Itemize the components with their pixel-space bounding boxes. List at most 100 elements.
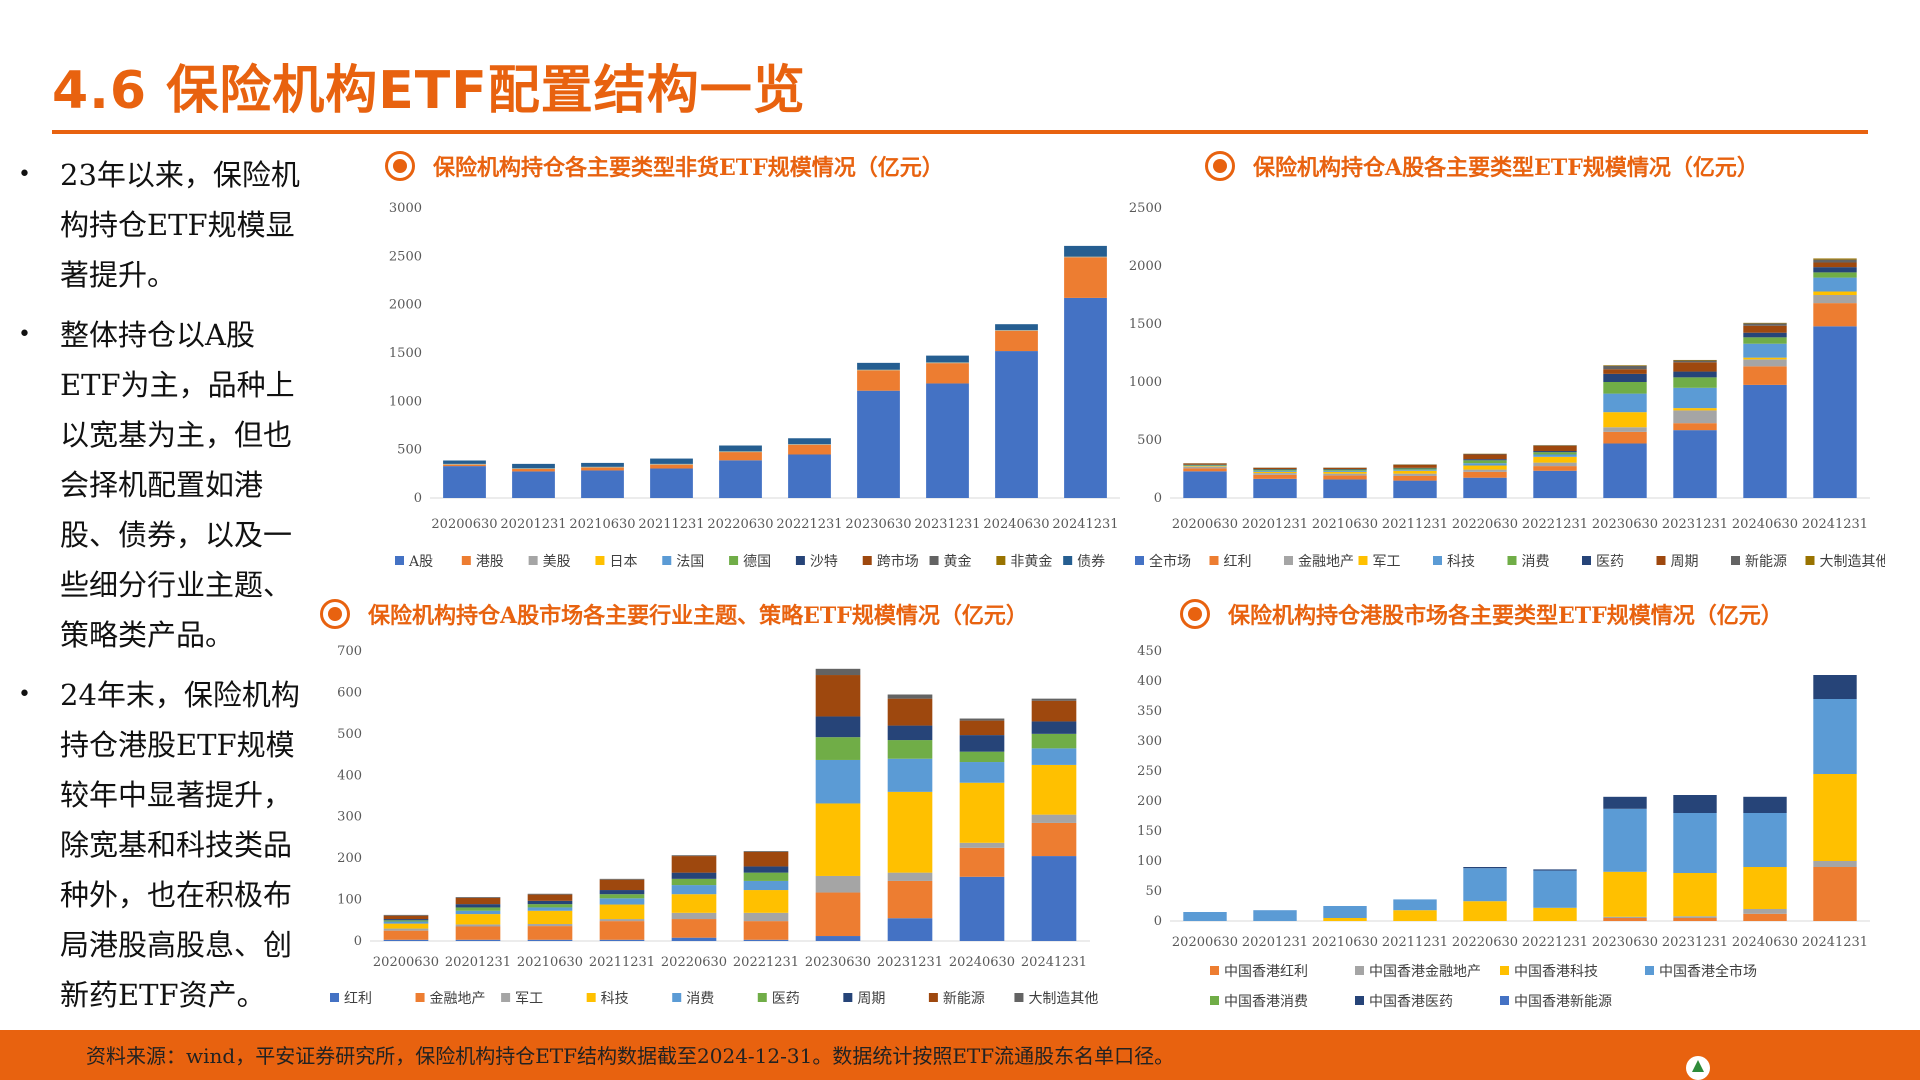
bar-segment xyxy=(599,921,645,940)
bar-segment xyxy=(599,939,645,941)
bar-segment xyxy=(788,454,831,498)
bar-segment xyxy=(719,460,762,498)
footer-bar: 资料来源：wind，平安证券研究所，保险机构持仓ETF结构数据截至2024-12… xyxy=(0,1030,1920,1080)
bar-segment xyxy=(1603,427,1647,432)
bar-segment xyxy=(1323,467,1367,469)
bar-segment xyxy=(857,390,900,498)
chart-header: 保险机构持仓港股市场各主要类型ETF规模情况（亿元） xyxy=(1180,596,1783,632)
bullet-item: • 24年末，保险机构持仓港股ETF规模较年中显著提升，除宽基和科技类品种外，也… xyxy=(8,670,308,1020)
legend-swatch xyxy=(1209,556,1219,565)
bar-segment xyxy=(887,698,933,726)
bar-segment xyxy=(383,930,429,940)
page-title: 4.6 保险机构ETF配置结构一览 xyxy=(52,61,806,121)
x-tick-label: 20230630 xyxy=(1592,935,1658,950)
legend-swatch xyxy=(1355,996,1364,1005)
legend-swatch xyxy=(586,993,596,1002)
bar-segment xyxy=(599,898,645,905)
legend-label: 金融地产 xyxy=(430,991,486,1007)
bar-segment xyxy=(527,900,573,905)
y-tick-label: 2500 xyxy=(389,249,422,264)
bar-segment xyxy=(1673,410,1717,424)
x-tick-label: 20221231 xyxy=(1522,517,1588,532)
bar-segment xyxy=(1183,466,1227,469)
bar-segment xyxy=(959,762,1005,783)
bar-segment xyxy=(788,438,831,445)
bar-segment xyxy=(1813,272,1857,278)
bar-segment xyxy=(1813,774,1857,861)
bar-segment xyxy=(1743,357,1787,360)
bar-segment xyxy=(1603,369,1647,374)
bar-segment xyxy=(887,740,933,759)
bar-segment xyxy=(1603,412,1647,428)
bar-segment xyxy=(1813,326,1857,498)
bar-segment xyxy=(1743,343,1787,358)
bar-segment xyxy=(1673,918,1717,921)
legend-swatch xyxy=(757,993,767,1002)
bar-segment xyxy=(1031,748,1077,765)
bar-segment xyxy=(1393,899,1437,911)
bar-segment xyxy=(1743,325,1787,333)
y-tick-label: 500 xyxy=(397,443,422,458)
title-divider xyxy=(52,130,1868,134)
bullet-dot-icon: • xyxy=(18,682,31,707)
bar-segment xyxy=(599,879,645,891)
y-tick-label: 200 xyxy=(1137,794,1162,809)
x-tick-label: 20200630 xyxy=(1172,935,1238,950)
bar-segment xyxy=(671,894,717,913)
bar-segment xyxy=(1673,371,1717,378)
y-tick-label: 0 xyxy=(1154,914,1162,929)
bar-segment xyxy=(1603,393,1647,413)
bar-segment xyxy=(527,894,573,901)
bullet-item: • 整体持仓以A股ETF为主，品种上以宽基为主，但也会择机配置如港股、债券，以及… xyxy=(8,310,308,660)
bullet-text: 24年末，保险机构持仓港股ETF规模较年中显著提升，除宽基和科技类品种外，也在积… xyxy=(60,678,300,1012)
bar-segment xyxy=(1393,910,1437,921)
bar-segment xyxy=(1323,479,1367,498)
x-tick-label: 20201231 xyxy=(1242,935,1308,950)
legend-swatch xyxy=(1645,966,1654,975)
bar-segment xyxy=(815,936,861,941)
bar-segment xyxy=(1813,262,1857,268)
bar-segment xyxy=(671,855,717,857)
x-tick-label: 20241231 xyxy=(1802,517,1868,532)
bar-segment xyxy=(959,735,1005,752)
bar-segment xyxy=(1393,464,1437,468)
bar-segment xyxy=(1253,467,1297,469)
bar-segment xyxy=(1031,856,1077,941)
bar-segment xyxy=(1463,463,1507,466)
legend-swatch xyxy=(1500,966,1509,975)
x-tick-label: 20240630 xyxy=(1732,517,1798,532)
bar-segment xyxy=(581,467,624,471)
legend-label: 周期 xyxy=(1671,554,1699,570)
legend-swatch xyxy=(528,556,538,565)
bar-segment xyxy=(455,907,501,911)
bar-segment xyxy=(1813,277,1857,292)
bar-segment xyxy=(1183,466,1227,467)
bar-segment xyxy=(1393,467,1437,469)
bar-segment xyxy=(599,904,645,920)
bar-segment xyxy=(1813,699,1857,774)
bar-segment xyxy=(1031,733,1077,749)
bar-segment xyxy=(815,803,861,876)
legend-label: 非黄金 xyxy=(1010,553,1052,570)
bar-segment xyxy=(1603,365,1647,366)
legend-swatch xyxy=(1210,996,1219,1005)
y-tick-label: 2500 xyxy=(1129,201,1162,216)
bar-segment xyxy=(671,937,717,941)
y-tick-label: 1500 xyxy=(389,346,422,361)
bar-segment xyxy=(650,464,693,469)
bar-segment xyxy=(1533,452,1577,455)
bar-segment xyxy=(1064,257,1107,298)
bar-segment xyxy=(1533,907,1577,921)
bar-segment xyxy=(959,751,1005,763)
bar-segment xyxy=(1031,698,1077,701)
bar-segment xyxy=(1673,377,1717,388)
x-tick-label: 20211231 xyxy=(1382,935,1448,950)
bar-segment xyxy=(959,847,1005,877)
x-tick-label: 20240630 xyxy=(949,955,1015,970)
legend-label: A股 xyxy=(408,554,433,570)
chart-panel-ashare-themes: 保险机构持仓A股市场各主要行业主题、策略ETF规模情况（亿元） 0 100 200 3… xyxy=(320,596,1100,1016)
bar-segment xyxy=(1743,796,1787,813)
bar-segment xyxy=(1253,469,1297,471)
bar-segment xyxy=(383,939,429,941)
y-tick-label: 200 xyxy=(337,851,362,866)
